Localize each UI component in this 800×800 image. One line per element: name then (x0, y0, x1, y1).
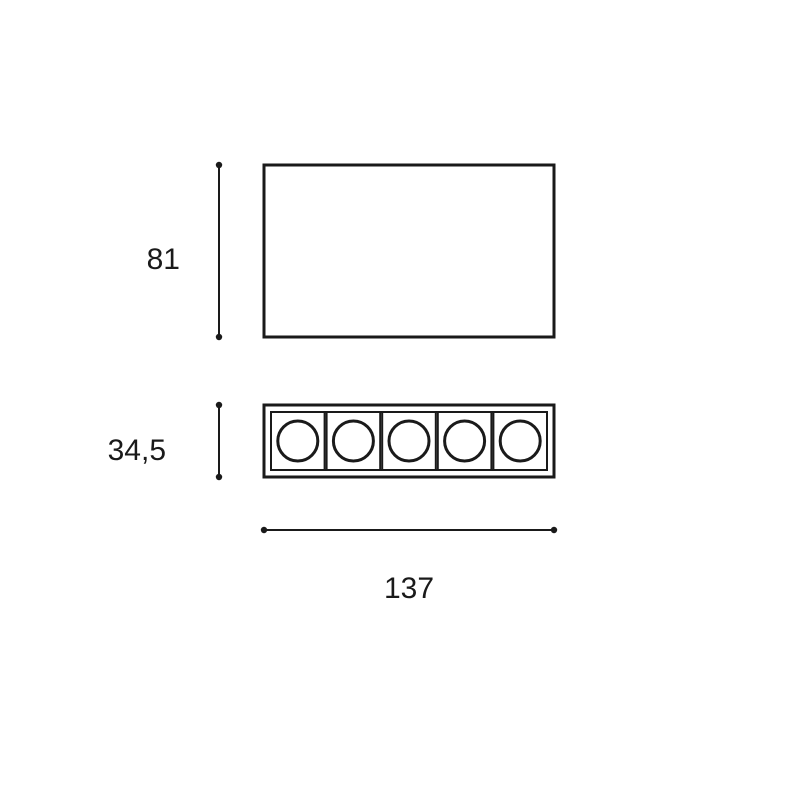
label-depth: 34,5 (108, 434, 166, 467)
label-height: 81 (147, 243, 180, 276)
technical-drawing: 81 34,5 137 (0, 0, 800, 800)
label-width: 137 (384, 572, 434, 605)
canvas-bg (0, 0, 800, 800)
